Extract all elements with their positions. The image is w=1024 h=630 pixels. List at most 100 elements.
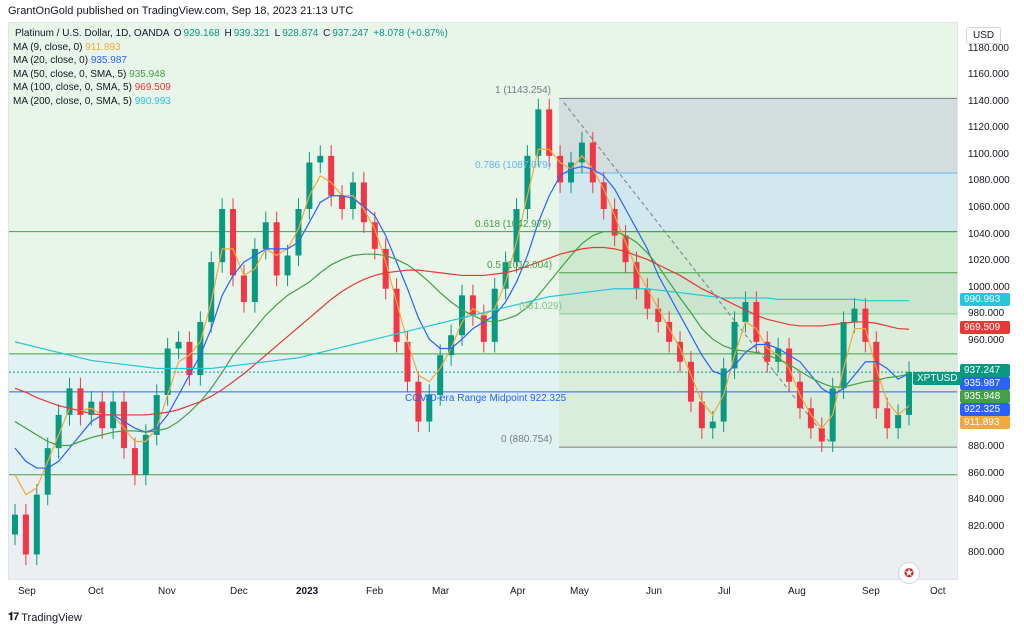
price-flag: 937.247: [960, 364, 1010, 378]
candle-body: [655, 308, 662, 322]
candle-body: [644, 288, 651, 309]
price-tick-label: 840.000: [968, 494, 1005, 506]
chart-canvas[interactable]: [9, 23, 958, 580]
candle-body: [121, 401, 128, 449]
legend-ma20[interactable]: MA (20, close, 0) 935.987: [13, 54, 448, 68]
price-flag: 935.987: [960, 377, 1010, 391]
fib-label: 1 (1143.254): [495, 85, 551, 97]
candle-body: [415, 381, 422, 422]
candle-body: [753, 302, 760, 342]
candle-body: [862, 308, 869, 342]
candle-body: [698, 401, 705, 429]
candle-body: [219, 209, 226, 263]
candle-body: [328, 155, 335, 196]
price-tick-label: 1120.000: [968, 122, 1009, 134]
candle-body: [895, 414, 902, 429]
candle-body: [764, 341, 771, 362]
candle-body: [687, 361, 694, 402]
price-tick-label: 1160.000: [968, 69, 1009, 81]
candle-body: [66, 388, 73, 415]
candle-body: [840, 321, 847, 389]
ma9-value: 911.893: [85, 41, 121, 53]
legend-ma100[interactable]: MA (100, close, 0, SMA, 5) 969.509: [13, 81, 448, 95]
time-tick-label: Oct: [930, 586, 946, 597]
candle-body: [546, 109, 553, 156]
time-tick-label: 2023: [296, 586, 319, 597]
candle-body: [666, 321, 673, 342]
candle-body: [404, 341, 411, 382]
currency-button[interactable]: USD: [966, 27, 1002, 44]
ma100-value: 969.509: [134, 82, 171, 93]
ohlc-h-label: H: [224, 28, 232, 39]
ohlc-o-label: O: [173, 28, 182, 39]
candle-body: [371, 222, 378, 249]
fib-label: 0.786 (1087.079): [475, 160, 552, 172]
price-tick-label: 860.000: [968, 467, 1005, 479]
time-tick-label: Dec: [230, 586, 248, 597]
tradingview-logo[interactable]: 𝟏7 TradingView: [8, 611, 82, 624]
candle-body: [77, 388, 84, 415]
price-tick-label: 980.000: [968, 308, 1005, 320]
candle-body: [131, 448, 138, 475]
candle-body: [426, 395, 433, 422]
us-flag-icon[interactable]: ✪: [898, 562, 920, 584]
ma200-value: 990.993: [134, 95, 171, 107]
price-flag: 911.893: [960, 416, 1010, 430]
price-tick-label: 1080.000: [968, 175, 1010, 187]
chart-pane[interactable]: Platinum / U.S. Dollar, 1D, OANDA O 929.1…: [8, 22, 958, 580]
price-flag: 969.509: [960, 321, 1010, 335]
candle-body: [884, 408, 891, 429]
fib-zone: [559, 98, 957, 174]
time-tick-label: May: [570, 586, 589, 597]
candle-body: [568, 162, 575, 183]
candle-body: [557, 155, 564, 183]
time-tick-label: Sep: [18, 586, 36, 597]
candle-body: [306, 162, 313, 209]
candle-body: [818, 428, 825, 442]
ma-line-4: [14, 288, 910, 370]
candle-body: [459, 295, 465, 336]
bg-lower-zone: [9, 474, 957, 579]
legend-ma9[interactable]: MA (9, close, 0) 911.893: [13, 41, 448, 55]
candle-body: [851, 308, 858, 322]
time-tick-label: Aug: [788, 586, 806, 597]
candle-body: [709, 421, 716, 429]
legend-ma200[interactable]: MA (200, close, 0, SMA, 5) 990.993: [13, 95, 448, 109]
candle-body: [480, 315, 487, 342]
candle-body: [142, 434, 149, 475]
time-tick-label: Sep: [862, 586, 880, 597]
time-axis[interactable]: [8, 580, 958, 600]
fib-label: (981.029): [519, 300, 562, 312]
ohlc-close: 937.247: [332, 28, 369, 39]
price-flag: 990.993: [960, 292, 1010, 306]
price-flag: 935.948: [960, 390, 1010, 404]
candle-body: [33, 494, 40, 555]
ma-line-1: [14, 165, 910, 469]
candle-body: [251, 248, 258, 302]
candle-body: [600, 182, 607, 209]
legend-ma50[interactable]: MA (50, close, 0, SMA, 5) 935.948: [13, 68, 448, 82]
ma-line-2: [14, 230, 910, 447]
ma20-label: MA (20, close, 0): [13, 55, 89, 66]
ohlc-high: 939.321: [233, 28, 270, 39]
price-tick-label: 1060.000: [968, 202, 1010, 213]
price-tick-label: 800.000: [968, 547, 1005, 559]
candle-body: [622, 235, 629, 263]
midpoint-label: COVID-era Range Midpoint 922.325: [405, 392, 567, 404]
ma200-label: MA (200, close, 0, SMA, 5): [13, 95, 132, 107]
ohlc-l-label: L: [274, 28, 281, 39]
candle-body: [230, 209, 237, 276]
candle-body: [469, 295, 476, 316]
price-flag: 922.325: [960, 403, 1010, 417]
price-tick-label: 1100.000: [968, 148, 1009, 160]
fib-label: 0 (880.754): [501, 434, 553, 446]
candle-body: [731, 321, 738, 369]
candle-body: [360, 182, 367, 223]
price-tick-label: 820.000: [968, 520, 1005, 532]
fib-zone: [559, 173, 957, 232]
time-tick-label: Feb: [366, 586, 384, 597]
price-tick-label: 1140.000: [968, 95, 1009, 107]
candle-body: [339, 195, 346, 209]
candle-body: [175, 341, 182, 349]
candle-body: [186, 341, 193, 376]
